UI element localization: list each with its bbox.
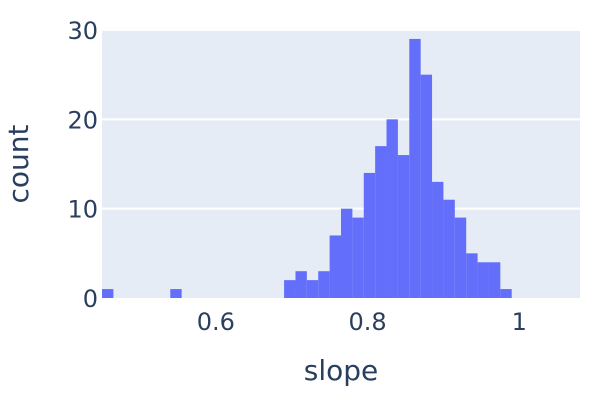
histogram-bar [170, 289, 182, 298]
x-axis-title: slope [304, 354, 379, 387]
y-tick-label: 0 [83, 285, 98, 313]
x-tick-label: 1 [512, 308, 527, 336]
histogram-bar [375, 146, 387, 298]
histogram-bar [409, 38, 421, 298]
histogram-bar [352, 217, 364, 298]
histogram-bar [466, 253, 478, 298]
x-axis-ticks: 0.6 0.8 1 [197, 308, 527, 336]
histogram-bars [102, 38, 512, 299]
histogram-bar [306, 280, 319, 298]
histogram-bar [397, 155, 410, 298]
histogram-bar [500, 289, 512, 298]
histogram-bar [363, 172, 376, 298]
x-tick-label: 0.6 [197, 308, 235, 336]
histogram-bar [488, 262, 501, 298]
histogram-bar [329, 235, 341, 298]
y-tick-label: 20 [67, 106, 98, 134]
histogram-bar [102, 289, 114, 298]
histogram-bar [386, 119, 398, 298]
histogram-bar [443, 199, 455, 298]
histogram-bar [454, 217, 467, 298]
histogram-bar [432, 181, 444, 298]
histogram-bar [318, 271, 330, 298]
x-tick-label: 0.8 [348, 308, 386, 336]
y-tick-label: 10 [67, 196, 98, 224]
histogram-bar [420, 74, 433, 299]
y-tick-label: 30 [67, 17, 98, 45]
y-axis-ticks: 0 10 20 30 [67, 17, 98, 313]
histogram-bar [341, 208, 353, 298]
histogram-bar [284, 280, 296, 298]
histogram-bar [477, 262, 489, 298]
y-axis-title: count [2, 124, 35, 203]
histogram-bar [295, 271, 307, 298]
